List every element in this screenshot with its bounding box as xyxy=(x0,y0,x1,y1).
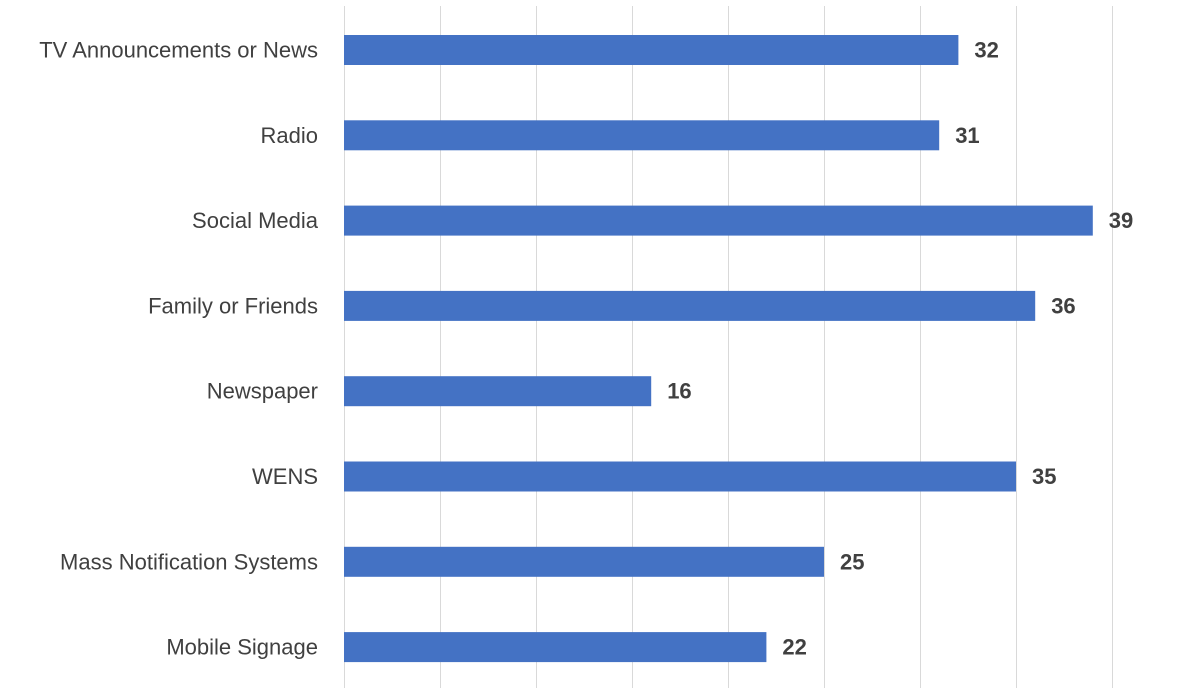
data-label-5: 35 xyxy=(1032,464,1056,489)
data-label-6: 25 xyxy=(840,549,864,574)
category-labels: TV Announcements or News Radio Social Medi… xyxy=(39,38,319,660)
data-label-0: 32 xyxy=(974,38,998,63)
data-label-7: 22 xyxy=(782,635,806,660)
gridlines xyxy=(344,6,1113,688)
category-label-7: Mobile Signage xyxy=(166,635,318,660)
bars xyxy=(344,35,1093,663)
category-label-3: Family or Friends xyxy=(148,293,318,318)
category-label-1: Radio xyxy=(261,123,318,148)
data-label-1: 31 xyxy=(955,123,979,148)
data-labels: 32 31 39 36 16 35 25 22 xyxy=(667,38,1133,660)
category-label-5: WENS xyxy=(252,464,318,489)
bar-1 xyxy=(344,120,940,151)
bar-7 xyxy=(344,632,767,663)
bar-0 xyxy=(344,35,959,65)
bar-4 xyxy=(344,376,652,407)
category-label-4: Newspaper xyxy=(207,379,318,404)
category-label-0: TV Announcements or News xyxy=(39,38,318,63)
data-label-4: 16 xyxy=(667,379,691,404)
bar-3 xyxy=(344,290,1036,321)
bar-6 xyxy=(344,546,824,577)
category-label-2: Social Media xyxy=(192,208,319,233)
data-label-3: 36 xyxy=(1051,293,1075,318)
bar-2 xyxy=(344,205,1093,236)
category-label-6: Mass Notification Systems xyxy=(60,549,318,574)
data-label-2: 39 xyxy=(1109,208,1133,233)
bar-5 xyxy=(344,461,1016,492)
